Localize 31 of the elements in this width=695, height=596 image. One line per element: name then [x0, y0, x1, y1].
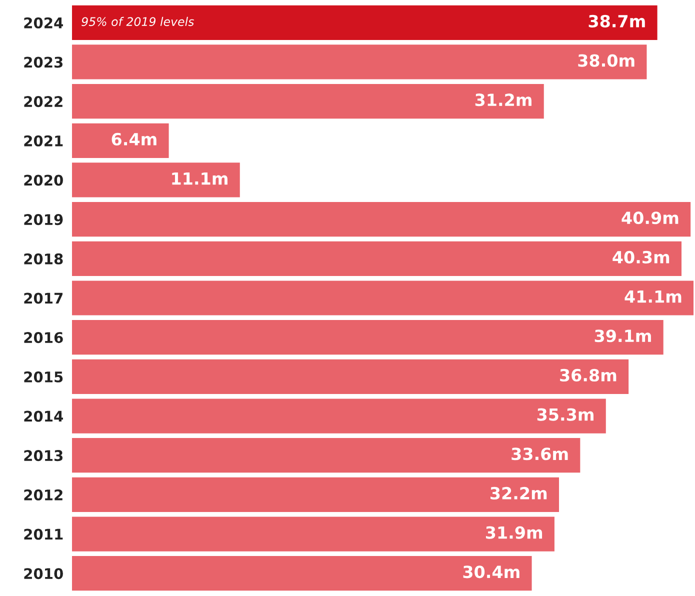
- data-label: 30.4m: [463, 566, 520, 578]
- data-label: 32.2m: [490, 486, 547, 500]
- y-tick-label: 2019: [24, 214, 63, 226]
- data-label: 31.2m: [475, 94, 532, 106]
- y-tick-label: 2017: [24, 292, 63, 304]
- data-label: 31.9m: [486, 526, 542, 539]
- data-label: 11.1m: [172, 172, 228, 185]
- data-label: 39.1m: [594, 330, 651, 342]
- data-label: 40.9m: [622, 212, 678, 224]
- annotation: 95% of 2019 levels: [82, 16, 194, 26]
- y-tick-label: 2012: [24, 489, 62, 500]
- y-tick-label: 2013: [24, 450, 63, 462]
- data-label: 6.4m: [112, 132, 156, 146]
- data-label: 38.0m: [578, 54, 634, 67]
- y-tick-label: 2024: [24, 17, 63, 28]
- y-tick-label: 2010: [24, 568, 63, 580]
- y-tick-label: 2015: [24, 371, 63, 382]
- data-label: 40.3m: [612, 250, 670, 264]
- y-tick-label: 2016: [24, 332, 63, 344]
- data-label: 38.7m: [588, 14, 645, 28]
- y-tick-label: 2020: [24, 174, 63, 186]
- y-tick-label: 2022: [24, 96, 62, 108]
- y-tick-label: 2021: [24, 135, 63, 146]
- y-tick-label: 2011: [24, 528, 63, 540]
- data-label: 41.1m: [624, 290, 682, 303]
- data-label: 35.3m: [537, 408, 594, 421]
- y-tick-label: 2023: [24, 56, 63, 68]
- data-label: 36.8m: [560, 368, 616, 382]
- y-tick-label: 2014: [24, 410, 63, 422]
- y-tick-label: 2018: [24, 253, 63, 264]
- data-label: 33.6m: [512, 448, 568, 460]
